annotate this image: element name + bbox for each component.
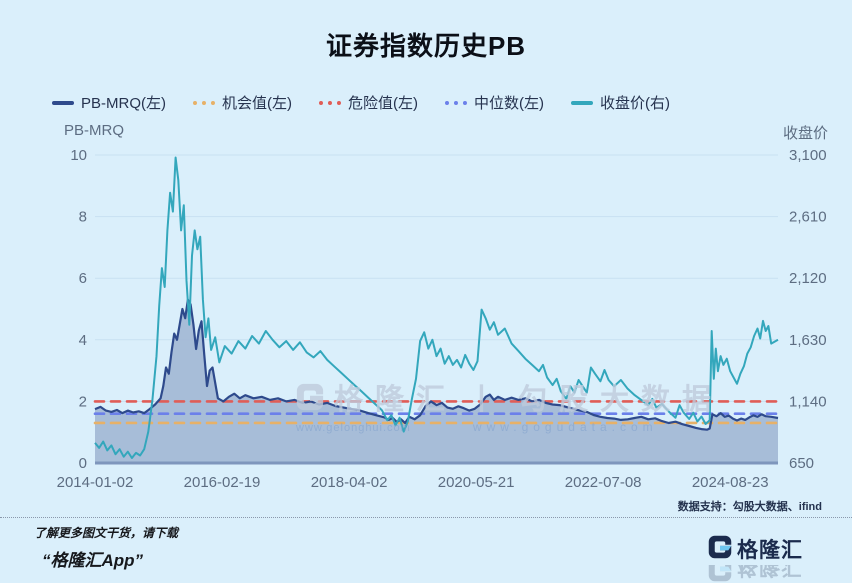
svg-text:1,140: 1,140 [789, 393, 827, 410]
logo-main: 格隆汇 [708, 534, 838, 564]
svg-text:2024-08-23: 2024-08-23 [692, 474, 769, 491]
legend-item-danger: 危险值(左) [319, 92, 418, 113]
logo-g-icon-reflection [708, 565, 732, 583]
logo-text: 格隆汇 [737, 539, 803, 562]
svg-text:2020-05-21: 2020-05-21 [438, 474, 515, 491]
svg-text:2016-02-19: 2016-02-19 [184, 474, 261, 491]
svg-text:650: 650 [789, 455, 814, 472]
legend-item-opportunity: 机会值(左) [193, 92, 292, 113]
footer-promo: 了解更多图文干货，请下载 “格隆汇App” [34, 524, 178, 571]
danger-dotted-line-icon [319, 100, 341, 105]
svg-text:2018-04-02: 2018-04-02 [311, 474, 388, 491]
svg-text:0: 0 [79, 455, 87, 472]
promo-app-name: “格隆汇App” [42, 551, 144, 570]
svg-text:6: 6 [79, 270, 87, 287]
legend-label: 危险值(左) [348, 95, 418, 112]
svg-text:8: 8 [79, 209, 87, 226]
gelonghui-logo: 格隆汇 格隆汇 [708, 534, 838, 583]
promo-text: 了解更多图文干货，请下载 [34, 526, 179, 540]
close-price-line-icon [571, 100, 593, 105]
legend-item-close-price: 收盘价(右) [571, 92, 670, 113]
legend-item-median: 中位数(左) [445, 92, 544, 113]
legend-label: 中位数(左) [474, 95, 544, 112]
right-axis-title: 收盘价 [783, 125, 829, 142]
svg-text:1,630: 1,630 [789, 332, 827, 349]
legend-label: 收盘价(右) [600, 95, 670, 112]
data-source-note: 数据支持：勾股大数据、ifind [677, 501, 822, 513]
logo-reflection: 格隆汇 [708, 565, 838, 583]
legend: PB-MRQ(左) 机会值(左) 危险值(左) 中位数(左) 收盘价(右) [52, 92, 670, 113]
pb-history-chart: 0 650 2 1,140 4 1,630 6 2,120 8 2,610 10 3,100 2014-… [57, 147, 827, 491]
footer-divider [0, 517, 852, 518]
svg-text:4: 4 [79, 332, 87, 349]
logo-g-icon [708, 535, 732, 564]
opportunity-dotted-line-icon [193, 100, 215, 105]
pb-mrq-line-icon [52, 100, 74, 105]
legend-label: 机会值(左) [222, 95, 292, 112]
svg-text:10: 10 [70, 147, 87, 164]
median-dotted-line-icon [445, 100, 467, 105]
svg-text:2014-01-02: 2014-01-02 [57, 474, 134, 491]
svg-text:2,120: 2,120 [789, 270, 827, 287]
page-title: 证券指数历史PB [325, 31, 527, 61]
legend-item-pb-mrq: PB-MRQ(左) [52, 92, 166, 113]
legend-label: PB-MRQ(左) [81, 95, 166, 112]
left-axis-title: PB-MRQ [64, 122, 124, 139]
svg-text:3,100: 3,100 [789, 147, 827, 164]
svg-text:2022-07-08: 2022-07-08 [565, 474, 642, 491]
svg-text:2,610: 2,610 [789, 209, 827, 226]
svg-text:2: 2 [79, 393, 87, 410]
